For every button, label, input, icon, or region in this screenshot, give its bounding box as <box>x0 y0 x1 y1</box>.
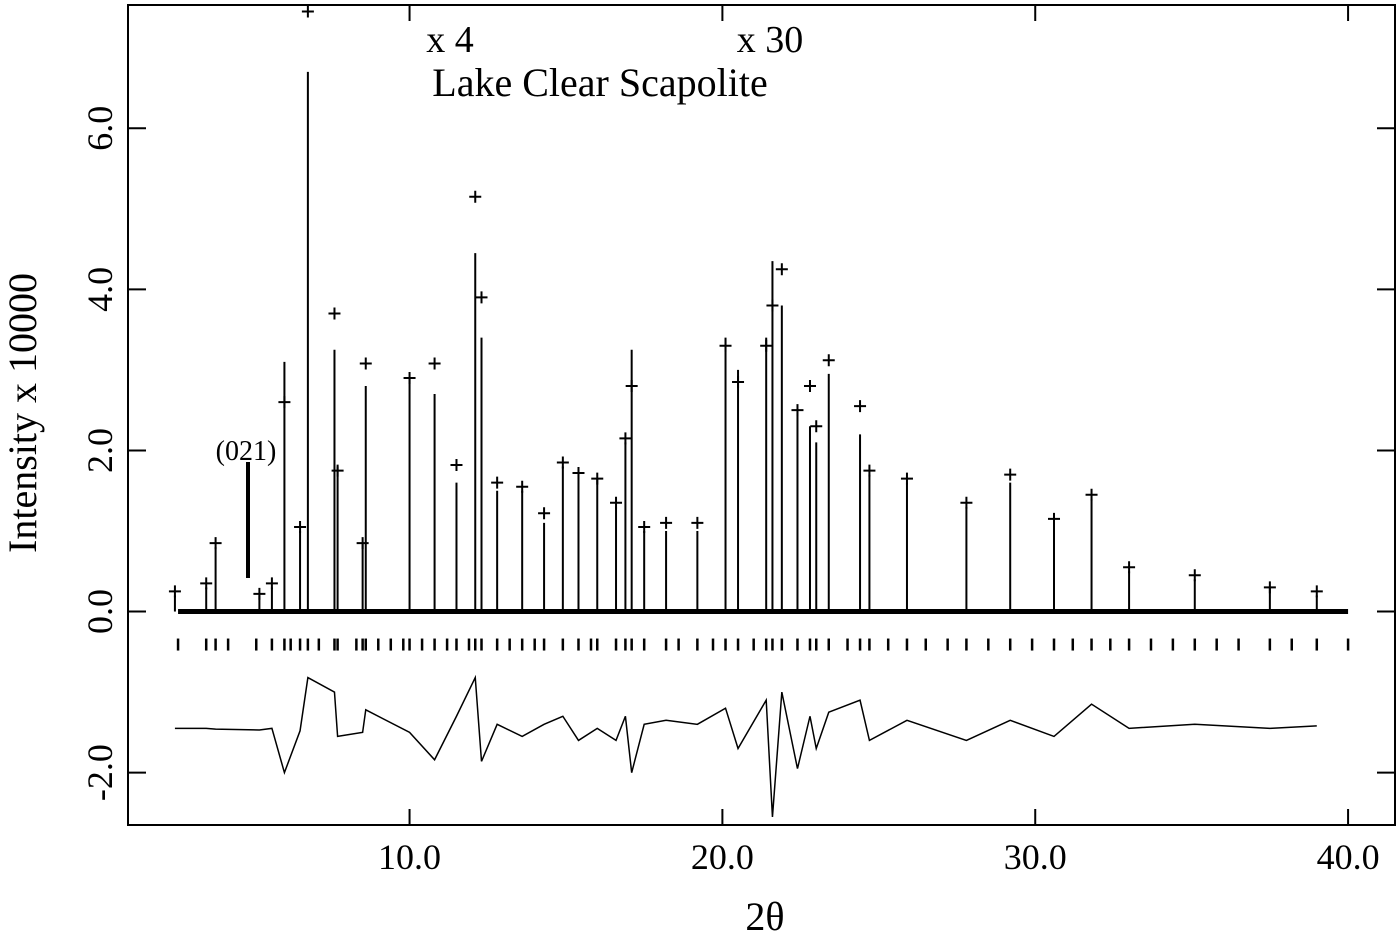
observed-point <box>863 464 876 477</box>
y-tick-label: 0.0 <box>80 589 120 634</box>
observed-point <box>1004 468 1017 481</box>
plot-frame <box>127 4 1396 826</box>
x-tick-label: 40.0 <box>1317 837 1380 877</box>
observed-point <box>200 577 213 590</box>
observed-point <box>209 537 222 550</box>
observed-point <box>691 516 704 529</box>
x-axis-label: 2θ <box>745 894 784 939</box>
observed-point <box>1188 569 1201 582</box>
y-axis-label: Intensity x 10000 <box>0 273 45 553</box>
observed-point <box>719 339 732 352</box>
observed-point <box>766 299 779 312</box>
x-tick-label: 20.0 <box>691 837 754 877</box>
observed-point <box>775 263 788 276</box>
observed-point <box>1123 561 1136 574</box>
observed-point <box>854 400 867 413</box>
observed-point <box>469 190 482 203</box>
observed-point <box>168 585 181 598</box>
scale-annotation: x 30 <box>737 19 804 61</box>
y-tick-label: -2.0 <box>80 744 120 801</box>
observed-point <box>265 577 278 590</box>
observed-point <box>253 587 266 600</box>
x-tick-label: 30.0 <box>1004 837 1067 877</box>
observed-point <box>610 496 623 509</box>
observed-point <box>1263 581 1276 594</box>
observed-point <box>450 458 463 471</box>
difference-curve <box>174 674 1317 818</box>
observed-point <box>294 520 307 533</box>
observed-point <box>403 371 416 384</box>
observed-point <box>356 537 369 550</box>
observed-point <box>638 520 651 533</box>
y-tick-label: 2.0 <box>80 428 120 473</box>
observed-point <box>732 375 745 388</box>
observed-point <box>625 380 638 393</box>
observed-point <box>359 357 372 370</box>
observed-point <box>1085 488 1098 501</box>
observed-point <box>619 432 632 445</box>
observed-point <box>660 516 673 529</box>
observed-point <box>822 354 835 367</box>
observed-point <box>328 307 341 320</box>
observed-point <box>538 507 551 520</box>
observed-point <box>760 339 773 352</box>
scale-annotation: x 4 <box>426 19 474 61</box>
observed-point <box>491 476 504 489</box>
observed-point <box>1310 585 1323 598</box>
observed-point <box>278 396 291 409</box>
observed-point <box>810 420 823 433</box>
reflection-annotation: (021) <box>216 436 277 467</box>
observed-point <box>301 5 314 18</box>
observed-point <box>791 404 804 417</box>
observed-point <box>516 480 529 493</box>
y-tick-label: 4.0 <box>80 267 120 312</box>
chart-title: Lake Clear Scapolite <box>432 60 767 105</box>
observed-point <box>960 496 973 509</box>
observed-point <box>475 291 488 304</box>
observed-point <box>591 472 604 485</box>
observed-point <box>1048 512 1060 525</box>
observed-point <box>900 472 913 485</box>
y-tick-label: 6.0 <box>80 106 120 151</box>
observed-point <box>572 466 585 479</box>
observed-point <box>428 357 441 370</box>
observed-point <box>556 456 569 469</box>
x-tick-label: 10.0 <box>378 837 441 877</box>
observed-point <box>803 380 816 393</box>
observed-point <box>331 464 344 477</box>
